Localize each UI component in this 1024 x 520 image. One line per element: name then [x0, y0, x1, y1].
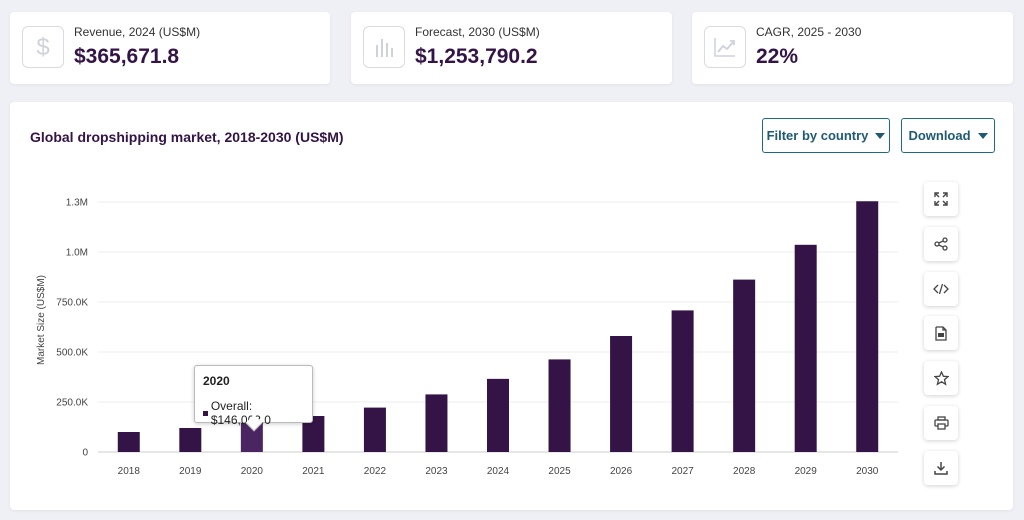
x-tick-label: 2021	[302, 466, 325, 477]
bar-2030[interactable]	[856, 201, 879, 452]
x-tick-label: 2022	[364, 466, 387, 477]
y-tick-label: 1.0M	[66, 248, 88, 259]
print-icon	[933, 416, 949, 430]
kpi-card-forecast: Forecast, 2030 (US$M) $1,253,790.2	[351, 12, 672, 84]
filter-button-label: Filter by country	[766, 128, 869, 143]
bar-2029[interactable]	[794, 244, 817, 452]
pdf-export-button[interactable]	[924, 316, 958, 350]
kpi-label: CAGR, 2025 - 2030	[756, 25, 862, 39]
x-tick-label: 2023	[425, 466, 448, 477]
dollar-icon: $	[22, 26, 64, 68]
x-tick-label: 2028	[733, 466, 756, 477]
tooltip-text: Overall: $146,063.0	[210, 399, 271, 427]
kpi-label: Revenue, 2024 (US$M)	[74, 25, 201, 39]
bar-2025[interactable]	[548, 359, 571, 452]
x-tick-label: 2024	[487, 466, 510, 477]
svg-text:$: $	[36, 34, 49, 60]
series-swatch	[203, 410, 208, 416]
download-button-label: Download	[908, 128, 971, 143]
tooltip-title: 2020	[203, 374, 230, 388]
chart-tooltip: 2020 Overall: $146,063.0	[194, 365, 313, 427]
print-button[interactable]	[924, 406, 958, 440]
bar-2024[interactable]	[487, 378, 509, 452]
x-tick-label: 2020	[241, 466, 264, 477]
embed-code-icon	[933, 283, 949, 295]
bar-2022[interactable]	[363, 407, 386, 452]
tooltip-row: Overall: $146,063.0	[203, 399, 312, 427]
kpi-card-revenue: $ Revenue, 2024 (US$M) $365,671.8	[10, 12, 330, 84]
bar-2027[interactable]	[671, 310, 694, 452]
download-icon	[934, 462, 948, 475]
expand-button[interactable]	[924, 182, 958, 216]
kpi-value: 22%	[756, 45, 799, 68]
y-axis-label: Market Size (US$M)	[36, 275, 47, 365]
kpi-value: $365,671.8	[74, 45, 180, 68]
bar-2019[interactable]	[179, 428, 202, 452]
download-button[interactable]: Download	[901, 118, 995, 153]
chevron-down-icon	[977, 132, 988, 139]
bar-2018[interactable]	[117, 432, 140, 452]
x-tick-label: 2030	[856, 466, 879, 477]
trend-up-icon	[704, 26, 746, 68]
bar-chart-icon	[363, 26, 405, 68]
chart-panel: Global dropshipping market, 2018-2030 (U…	[10, 102, 1013, 510]
chevron-down-icon	[875, 132, 886, 139]
y-tick-label: 0	[82, 448, 88, 459]
kpi-card-cagr: CAGR, 2025 - 2030 22%	[692, 12, 1013, 84]
x-tick-label: 2026	[610, 466, 633, 477]
pdf-file-icon	[935, 325, 947, 341]
filter-by-country-button[interactable]: Filter by country	[762, 118, 890, 153]
favorite-button[interactable]	[924, 361, 958, 395]
download-image-button[interactable]	[924, 451, 958, 485]
embed-code-button[interactable]	[924, 272, 958, 306]
bar-2020[interactable]	[240, 422, 263, 452]
kpi-label: Forecast, 2030 (US$M)	[415, 25, 540, 39]
expand-icon	[934, 192, 948, 206]
share-button[interactable]	[924, 227, 958, 261]
kpi-value: $1,253,790.2	[415, 45, 538, 68]
y-tick-label: 500.0K	[56, 348, 88, 359]
star-icon	[933, 370, 949, 386]
y-tick-label: 750.0K	[56, 298, 88, 309]
bar-2021[interactable]	[302, 416, 325, 452]
bar-2023[interactable]	[425, 394, 448, 452]
x-tick-label: 2018	[118, 466, 141, 477]
y-tick-label: 250.0K	[56, 398, 88, 409]
chart-title: Global dropshipping market, 2018-2030 (U…	[30, 129, 344, 145]
x-tick-label: 2027	[671, 466, 694, 477]
x-tick-label: 2025	[548, 466, 571, 477]
x-tick-label: 2019	[179, 466, 202, 477]
y-tick-label: 1.3M	[66, 198, 88, 209]
bar-2028[interactable]	[733, 279, 756, 452]
x-tick-label: 2029	[795, 466, 818, 477]
bar-2026[interactable]	[610, 336, 633, 452]
share-icon	[934, 237, 948, 251]
